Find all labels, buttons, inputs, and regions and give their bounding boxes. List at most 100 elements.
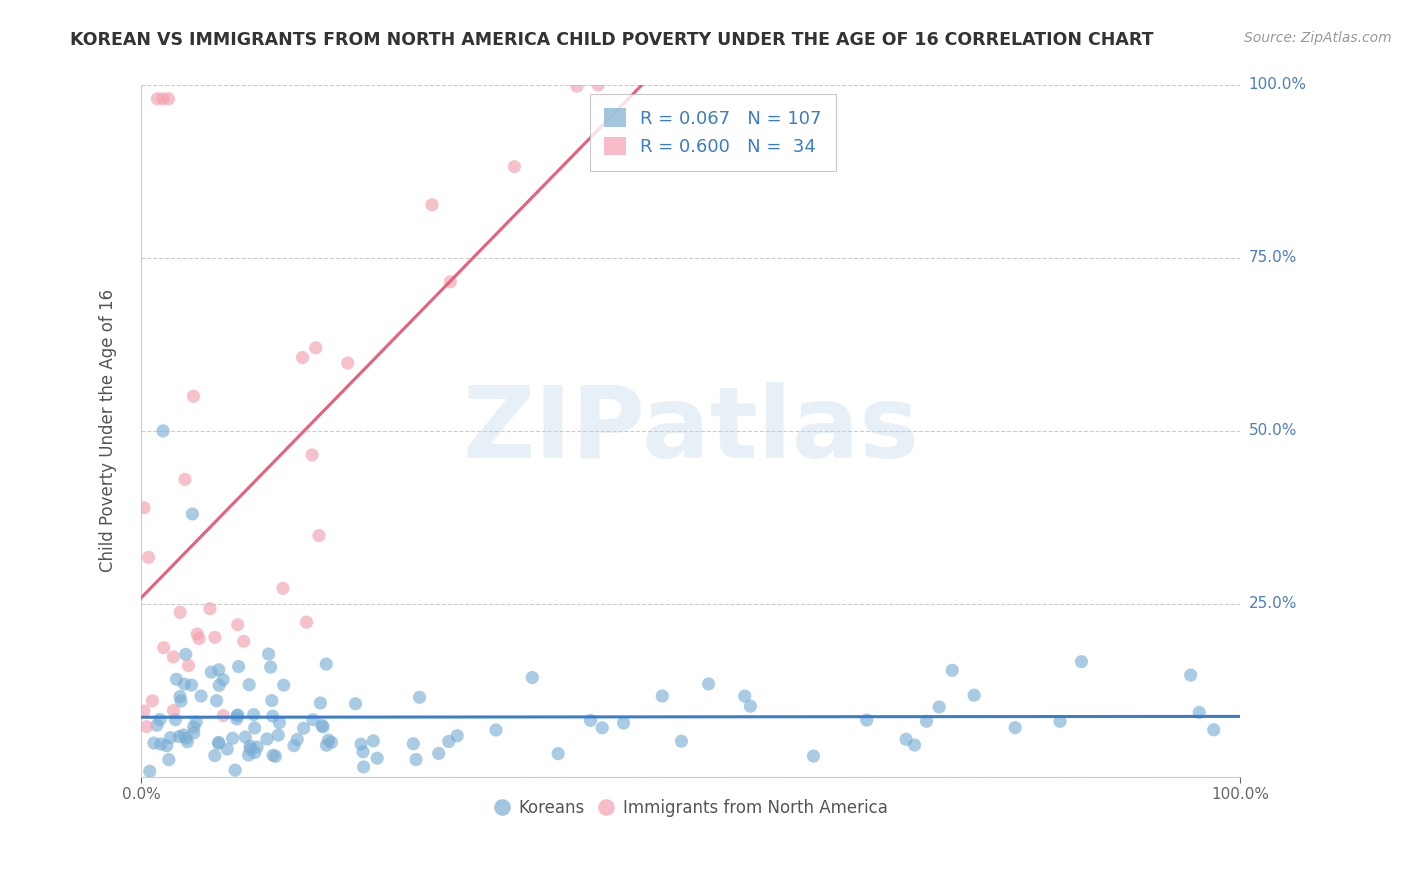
Point: [132, 704, 155, 718]
Point: [256, 731, 278, 746]
Point: [233, 730, 256, 744]
Point: [157, 753, 180, 767]
Point: [176, 731, 198, 745]
Point: [321, 735, 343, 749]
Point: [1202, 723, 1225, 737]
Point: [198, 601, 221, 615]
Point: [180, 678, 202, 692]
Point: [579, 714, 602, 728]
Point: [260, 693, 283, 707]
Point: [503, 160, 526, 174]
Point: [246, 740, 269, 755]
Text: Source: ZipAtlas.com: Source: ZipAtlas.com: [1244, 31, 1392, 45]
Point: [285, 732, 308, 747]
Text: ZIPatlas: ZIPatlas: [463, 383, 920, 479]
Point: [221, 731, 243, 746]
Text: 100.0%: 100.0%: [1249, 78, 1306, 93]
Point: [1070, 655, 1092, 669]
Point: [257, 647, 280, 661]
Point: [149, 737, 172, 751]
Point: [315, 657, 337, 671]
Point: [162, 704, 184, 718]
Point: [308, 528, 330, 542]
Point: [352, 745, 374, 759]
Point: [228, 659, 250, 673]
Point: [243, 721, 266, 735]
Point: [740, 699, 762, 714]
Point: [138, 550, 160, 565]
Point: [1188, 706, 1211, 720]
Point: [149, 713, 172, 727]
Point: [204, 748, 226, 763]
Point: [963, 688, 986, 702]
Point: [152, 640, 174, 655]
Text: KOREAN VS IMMIGRANTS FROM NORTH AMERICA CHILD POVERTY UNDER THE AGE OF 16 CORREL: KOREAN VS IMMIGRANTS FROM NORTH AMERICA …: [70, 31, 1154, 49]
Point: [226, 617, 249, 632]
Point: [156, 739, 179, 753]
Point: [928, 700, 950, 714]
Point: [212, 673, 235, 687]
Point: [439, 275, 461, 289]
Point: [217, 742, 239, 756]
Point: [941, 663, 963, 677]
Point: [283, 739, 305, 753]
Point: [138, 764, 160, 779]
Text: 50.0%: 50.0%: [1249, 424, 1296, 438]
Point: [292, 721, 315, 735]
Point: [169, 730, 191, 744]
Point: [547, 747, 569, 761]
Point: [204, 631, 226, 645]
Point: [243, 746, 266, 760]
Point: [311, 718, 333, 732]
Point: [420, 198, 443, 212]
Point: [188, 632, 211, 646]
Point: [915, 714, 938, 729]
Point: [262, 709, 284, 723]
Point: [225, 712, 247, 726]
Point: [224, 763, 246, 777]
Point: [207, 736, 229, 750]
Point: [1049, 714, 1071, 729]
Point: [169, 605, 191, 619]
Point: [353, 760, 375, 774]
Point: [212, 708, 235, 723]
Point: [302, 713, 325, 727]
Point: [427, 747, 450, 761]
Point: [318, 733, 340, 747]
Point: [271, 582, 294, 596]
Point: [238, 747, 260, 762]
Point: [363, 734, 385, 748]
Point: [232, 634, 254, 648]
Point: [651, 689, 673, 703]
Point: [208, 663, 231, 677]
Point: [803, 749, 825, 764]
Point: [309, 696, 332, 710]
Point: [152, 424, 174, 438]
Point: [165, 713, 187, 727]
Point: [612, 716, 634, 731]
Point: [305, 341, 328, 355]
Point: [157, 92, 180, 106]
Point: [405, 752, 427, 766]
Point: [242, 707, 264, 722]
Point: [408, 690, 430, 705]
Point: [186, 715, 208, 730]
Point: [183, 726, 205, 740]
Point: [671, 734, 693, 748]
Point: [264, 749, 287, 764]
Point: [226, 708, 249, 723]
Point: [894, 732, 917, 747]
Point: [205, 694, 228, 708]
Point: [586, 78, 609, 92]
Text: 75.0%: 75.0%: [1249, 251, 1296, 266]
Point: [1180, 668, 1202, 682]
Legend: Koreans, Immigrants from North America: Koreans, Immigrants from North America: [486, 793, 894, 824]
Point: [312, 720, 335, 734]
Point: [165, 672, 187, 686]
Point: [170, 694, 193, 708]
Y-axis label: Child Poverty Under the Age of 16: Child Poverty Under the Age of 16: [100, 289, 117, 573]
Point: [135, 720, 157, 734]
Point: [903, 738, 925, 752]
Point: [239, 742, 262, 756]
Point: [142, 736, 165, 750]
